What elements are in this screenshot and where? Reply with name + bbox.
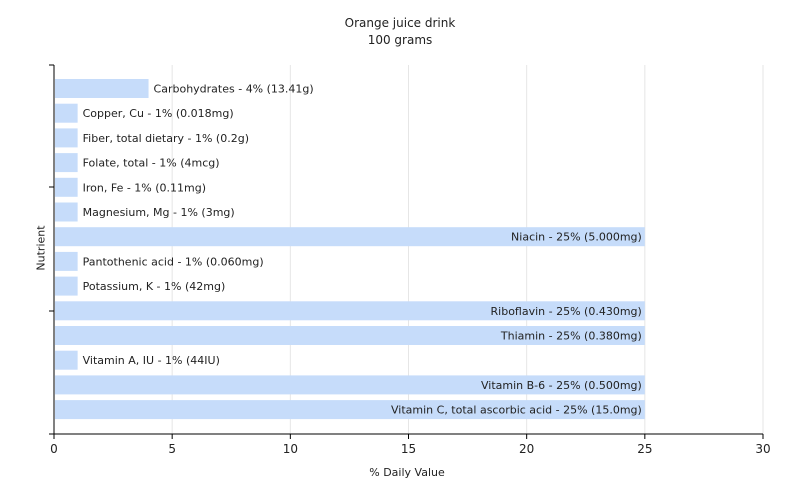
- axis-layer: 0 5 10 15 20 25 30: [49, 64, 771, 456]
- bar-2: [55, 128, 78, 148]
- bar-label-10: Thiamin - 25% (0.380mg): [500, 330, 642, 343]
- bar-label-7: Pantothenic acid - 1% (0.060mg): [83, 255, 264, 268]
- bar-label-3: Folate, total - 1% (4mcg): [83, 157, 220, 170]
- bar-label-0: Carbohydrates - 4% (13.41g): [154, 83, 314, 96]
- bar-6: [55, 227, 645, 247]
- x-tick-label: 25: [637, 442, 652, 456]
- grid-layer: [171, 65, 764, 434]
- bar-5: [55, 202, 78, 222]
- bar-4: [55, 177, 78, 197]
- bar-label-13: Vitamin C, total ascorbic acid - 25% (15…: [391, 404, 642, 417]
- bar-3: [55, 153, 78, 173]
- bar-label-5: Magnesium, Mg - 1% (3mg): [83, 206, 235, 219]
- chart-subtitle: 100 grams: [367, 33, 433, 47]
- bar-label-12: Vitamin B-6 - 25% (0.500mg): [481, 379, 642, 392]
- x-tick-label: 20: [519, 442, 534, 456]
- x-tick-label: 30: [755, 442, 770, 456]
- bar-10: [55, 326, 645, 345]
- x-tick-label: 0: [50, 442, 58, 456]
- bar-layer: Carbohydrates - 4% (13.41g) Copper, Cu - …: [55, 79, 645, 420]
- bar-11: [55, 350, 78, 370]
- x-axis-label: % Daily Value: [369, 466, 445, 479]
- bar-label-8: Potassium, K - 1% (42mg): [83, 280, 226, 293]
- x-tick-label: 5: [168, 442, 176, 456]
- bar-9: [55, 301, 645, 321]
- bar-12: [55, 375, 645, 395]
- chart-title: Orange juice drink: [344, 16, 456, 30]
- bar-label-2: Fiber, total dietary - 1% (0.2g): [83, 132, 249, 145]
- x-tick-label: 10: [283, 442, 298, 456]
- bar-13: [55, 400, 645, 420]
- bar-label-9: Riboflavin - 25% (0.430mg): [491, 305, 642, 318]
- bar-7: [55, 251, 78, 271]
- bar-0: [55, 79, 149, 98]
- bar-1: [55, 103, 78, 123]
- bar-label-4: Iron, Fe - 1% (0.11mg): [83, 181, 206, 194]
- bar-8: [55, 276, 78, 296]
- bar-label-6: Niacin - 25% (5.000mg): [511, 231, 642, 244]
- bar-label-11: Vitamin A, IU - 1% (44IU): [83, 354, 220, 367]
- x-tick-label: 15: [401, 442, 416, 456]
- bar-label-1: Copper, Cu - 1% (0.018mg): [83, 107, 234, 120]
